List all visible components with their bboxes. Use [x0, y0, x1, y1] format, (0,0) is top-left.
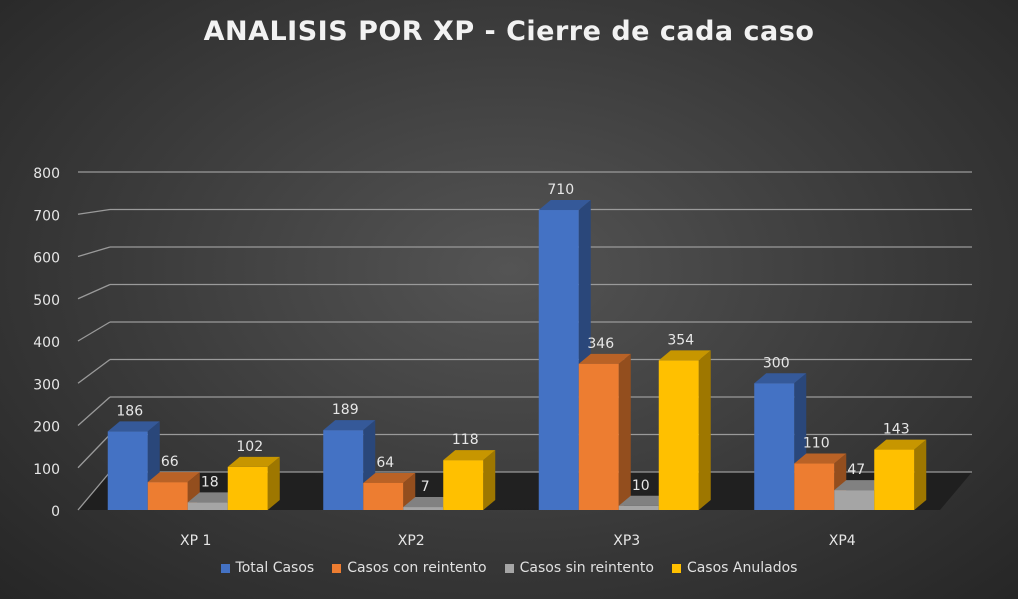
data-label: 186: [116, 403, 143, 419]
bar: [443, 460, 484, 510]
data-label: 110: [803, 436, 830, 452]
y-tick-label: 200: [33, 420, 60, 436]
bar-top: [363, 472, 416, 483]
y-tick-label: 700: [33, 208, 60, 224]
bar: [834, 490, 875, 510]
bar: [363, 482, 404, 510]
bar-top: [187, 492, 240, 503]
data-label: 118: [452, 432, 479, 448]
bar-top: [754, 373, 807, 384]
data-label: 10: [632, 478, 650, 494]
legend-item: Total Casos: [220, 560, 315, 576]
bar: [187, 502, 228, 510]
data-label: 64: [376, 455, 394, 471]
y-tick-label: 600: [33, 251, 60, 267]
bar-top: [227, 456, 280, 467]
bar: [794, 463, 835, 510]
chart-floor: [78, 472, 972, 510]
data-label: 189: [332, 402, 359, 418]
data-label: 18: [201, 474, 219, 490]
data-label: 143: [883, 422, 910, 438]
legend-label: Casos Anulados: [686, 560, 798, 576]
gridline-depth: [77, 246, 111, 258]
chart-legend: Total Casos Casos con reintento Casos sin …: [0, 560, 1018, 576]
bar-top: [578, 353, 631, 364]
bar-top: [834, 480, 887, 491]
data-label: 47: [847, 462, 865, 478]
bar-side: [483, 450, 496, 510]
bar-top: [538, 200, 591, 211]
bar: [107, 431, 148, 510]
data-label: 300: [763, 355, 790, 371]
legend-item: Casos Anulados: [671, 560, 798, 576]
bar-top: [403, 497, 456, 508]
legend-swatch: [504, 563, 514, 573]
bar-top: [443, 450, 496, 461]
gridline-depth: [77, 396, 111, 426]
bar: [578, 363, 619, 510]
gridline-depth: [77, 321, 111, 342]
bar: [147, 482, 188, 510]
gridline-depth: [77, 434, 111, 469]
legend-item: Casos con reintento: [332, 560, 487, 576]
x-tick-label: XP 1: [180, 533, 211, 549]
bar: [538, 210, 579, 510]
y-tick-label: 800: [33, 166, 60, 182]
gridline-depth: [77, 471, 111, 511]
bar-side: [618, 353, 631, 510]
y-tick-label: 500: [33, 293, 60, 309]
y-tick-label: 300: [33, 377, 60, 393]
legend-label: Casos con reintento: [347, 560, 487, 576]
bar-top: [874, 439, 927, 450]
bar: [618, 505, 659, 510]
bar-top: [658, 350, 711, 361]
gridline-depth: [77, 208, 111, 215]
y-tick-label: 0: [51, 504, 60, 520]
data-label: 7: [421, 479, 430, 495]
bar-side: [267, 456, 280, 510]
gridline-depth: [77, 283, 111, 300]
legend-swatch: [220, 563, 230, 573]
bar: [403, 507, 444, 510]
legend-label: Total Casos: [235, 560, 315, 576]
bar: [323, 430, 364, 510]
bar-top: [794, 453, 847, 464]
bar-top: [147, 472, 200, 483]
bar-top: [107, 421, 160, 432]
bar: [874, 449, 915, 510]
x-tick-label: XP2: [398, 533, 425, 549]
data-label: 710: [547, 182, 574, 198]
bar-side: [914, 439, 927, 510]
legend-item: Casos sin reintento: [504, 560, 654, 576]
legend-label: Casos sin reintento: [519, 560, 654, 576]
bar: [227, 466, 268, 510]
x-tick-label: XP3: [613, 533, 640, 549]
bar-top: [618, 495, 671, 506]
chart-title: ANALISIS POR XP - Cierre de cada caso: [203, 16, 815, 47]
bar-side: [698, 350, 711, 510]
bar: [754, 383, 795, 510]
bar: [658, 360, 699, 510]
legend-swatch: [671, 563, 681, 573]
data-label: 346: [587, 336, 614, 352]
y-tick-label: 400: [33, 335, 60, 351]
legend-swatch: [332, 563, 342, 573]
data-label: 354: [667, 332, 694, 348]
x-tick-label: XP4: [829, 533, 856, 549]
gridline-depth: [77, 358, 111, 384]
data-label: 102: [236, 439, 263, 455]
bar-top: [323, 420, 376, 431]
y-tick-label: 100: [33, 462, 60, 478]
data-label: 66: [161, 454, 179, 470]
